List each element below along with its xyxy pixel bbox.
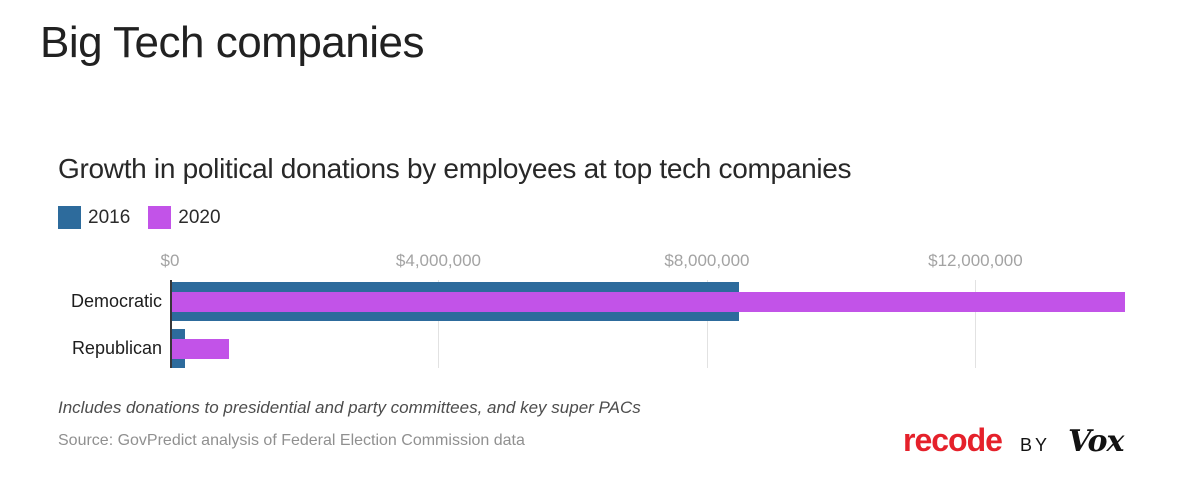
x-tick-label: $12,000,000 xyxy=(928,251,1023,270)
chart-title: Growth in political donations by employe… xyxy=(58,153,852,184)
plot-area xyxy=(170,280,1160,368)
legend-label-2016: 2016 xyxy=(88,206,131,228)
x-axis: $0 $4,000,000 $8,000,000 $12,000,000 xyxy=(161,251,1160,271)
brand-logos: recode BY Vox xyxy=(903,422,1124,459)
page-title: Big Tech companies xyxy=(40,18,424,67)
gridline xyxy=(706,280,708,368)
chart-source: Source: GovPredict analysis of Federal E… xyxy=(58,432,525,449)
x-tick-label: $4,000,000 xyxy=(395,251,482,270)
legend-swatch-2020 xyxy=(148,206,172,229)
vox-logo: Vox xyxy=(1067,424,1124,459)
gridline xyxy=(975,280,977,368)
chart-legend: 2016 2020 xyxy=(58,206,221,229)
x-tick-label: $8,000,000 xyxy=(664,251,750,270)
category-label-democratic: Democratic xyxy=(70,291,162,311)
zero-axis-line xyxy=(170,280,172,368)
x-tick-label: $0 xyxy=(160,251,180,270)
legend-swatch-2016 xyxy=(58,206,81,229)
bar-2020-republican xyxy=(172,338,230,359)
legend-item-2016: 2016 xyxy=(58,206,130,229)
gridline xyxy=(438,280,440,368)
legend-item-2020: 2020 xyxy=(148,206,221,229)
by-label: BY xyxy=(1019,435,1050,455)
recode-logo: recode xyxy=(903,422,1003,458)
legend-label-2020: 2020 xyxy=(178,206,221,228)
chart-note: Includes donations to presidential and p… xyxy=(58,398,641,417)
bar-2020-democratic xyxy=(172,291,1126,312)
category-label-republican: Republican xyxy=(71,338,162,358)
